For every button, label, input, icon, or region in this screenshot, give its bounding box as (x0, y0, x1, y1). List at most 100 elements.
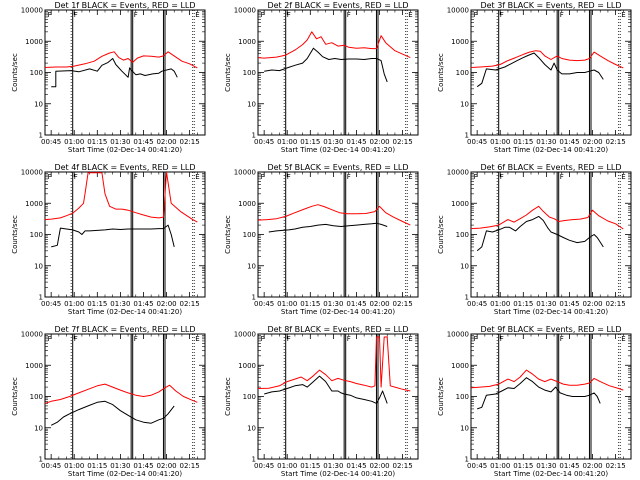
plot-panel: Det 2f BLACK = Events, RED = LLD 1 10 100 10… (224, 1, 419, 154)
y-tick-label: 10000 (234, 169, 256, 177)
y-tick-label: 1000 (238, 362, 256, 370)
x-tick-label: 01:15 (87, 300, 107, 308)
y-tick-label: 1000 (451, 362, 469, 370)
x-tick-label: 02:15 (180, 138, 200, 146)
y-tick-label: 100 (456, 231, 469, 239)
x-tick-label: 02:15 (393, 138, 413, 146)
x-tick-label: 02:15 (606, 462, 626, 470)
attenuator-marker-label: F (560, 173, 564, 181)
y-tick-label: 1 (465, 294, 469, 302)
x-tick-label: 02:00 (156, 138, 176, 146)
y-tick-label: 100 (456, 69, 469, 77)
attenuator-marker-label: F (134, 335, 138, 343)
y-tick-label: 10 (247, 424, 256, 432)
x-tick-label: 01:45 (133, 462, 153, 470)
y-tick-label: 1000 (25, 362, 43, 370)
attenuator-marker-label: E (408, 11, 412, 19)
attenuator-marker-label: F (74, 11, 78, 19)
x-tick-label: 02:00 (156, 300, 176, 308)
events-series-line (264, 375, 388, 404)
y-tick-label: 1 (39, 132, 43, 140)
plot-frame (470, 171, 632, 298)
plot-panel: Det 8f BLACK = Events, RED = LLD 1 10 100 10… (224, 325, 419, 478)
attenuator-marker-label: F (500, 11, 504, 19)
attenuator-marker-label: F (261, 173, 265, 181)
x-tick-label: 01:00 (490, 138, 510, 146)
x-tick-label: 01:15 (300, 462, 320, 470)
plot-title: Det 6f BLACK = Events, RED = LLD (480, 163, 621, 172)
attenuator-marker-label: E (408, 335, 412, 343)
plot-frame (470, 9, 632, 136)
attenuator-marker-label: F (347, 11, 351, 19)
x-tick-label: 01:15 (513, 300, 533, 308)
y-tick-label: 1 (252, 132, 256, 140)
x-tick-label: 00:45 (41, 138, 61, 146)
y-tick-label: 1 (465, 132, 469, 140)
y-tick-label: 1 (465, 456, 469, 464)
attenuator-marker-label: E (621, 11, 625, 19)
y-tick-label: 10000 (447, 331, 469, 339)
y-tick-label: 10000 (447, 169, 469, 177)
y-axis-title: Counts/sec (437, 215, 445, 254)
x-tick-label: 01:45 (133, 138, 153, 146)
x-tick-label: 02:00 (369, 462, 389, 470)
y-tick-label: 10 (460, 424, 469, 432)
attenuator-marker-label: F (134, 11, 138, 19)
x-tick-label: 00:45 (41, 462, 61, 470)
events-series-line (476, 215, 604, 252)
plot-title: Det 8f BLACK = Events, RED = LLD (267, 325, 408, 334)
x-tick-label: 01:15 (513, 138, 533, 146)
x-tick-label: 01:30 (536, 138, 556, 146)
plot-title: Det 4f BLACK = Events, RED = LLD (54, 163, 195, 172)
x-tick-label: 01:00 (64, 138, 84, 146)
y-tick-label: 100 (30, 393, 43, 401)
attenuator-marker-label: E (195, 11, 199, 19)
y-axis-title: Counts/sec (11, 215, 19, 254)
y-tick-label: 10 (460, 100, 469, 108)
plot-title: Det 1f BLACK = Events, RED = LLD (54, 1, 195, 10)
attenuator-marker-label: F (474, 173, 478, 181)
plot-frame (470, 333, 632, 460)
y-tick-label: 10 (247, 262, 256, 270)
attenuator-marker-label: F (261, 335, 265, 343)
x-tick-label: 01:45 (346, 462, 366, 470)
x-axis-title: Start Time (02-Dec-14 00:41:20) (281, 146, 395, 154)
plot-panel: Det 5f BLACK = Events, RED = LLD 1 10 100 10… (224, 163, 419, 316)
x-tick-label: 01:30 (323, 300, 343, 308)
y-tick-label: 10 (34, 424, 43, 432)
x-axis-title: Start Time (02-Dec-14 00:41:20) (494, 308, 608, 316)
events-series-line (50, 400, 175, 426)
x-tick-label: 02:00 (582, 300, 602, 308)
lld-series-line (258, 204, 411, 226)
y-tick-label: 100 (243, 231, 256, 239)
x-tick-label: 00:45 (254, 138, 274, 146)
events-series-line (51, 58, 178, 88)
x-tick-label: 01:00 (64, 300, 84, 308)
plot-panel: Det 7f BLACK = Events, RED = LLD 1 10 100 10… (11, 325, 206, 478)
x-tick-label: 01:30 (110, 300, 130, 308)
y-tick-label: 10 (34, 100, 43, 108)
attenuator-marker-label: F (74, 173, 78, 181)
attenuator-marker-label: F (347, 173, 351, 181)
x-tick-label: 00:45 (467, 300, 487, 308)
y-tick-label: 1 (39, 456, 43, 464)
x-tick-label: 01:00 (277, 300, 297, 308)
x-tick-label: 02:15 (180, 300, 200, 308)
plot-panel: Det 3f BLACK = Events, RED = LLD 1 10 100 10… (437, 1, 632, 154)
lld-series-line (258, 336, 411, 392)
x-tick-label: 01:30 (110, 138, 130, 146)
x-tick-label: 02:00 (369, 138, 389, 146)
attenuator-marker-label: F (74, 335, 78, 343)
y-tick-label: 100 (30, 69, 43, 77)
x-axis-title: Start Time (02-Dec-14 00:41:20) (68, 470, 182, 478)
plot-panel: Det 6f BLACK = Events, RED = LLD 1 10 100 10… (437, 163, 632, 316)
x-tick-label: 01:15 (87, 462, 107, 470)
x-tick-label: 00:45 (467, 462, 487, 470)
x-tick-label: 02:15 (393, 300, 413, 308)
x-tick-label: 01:00 (277, 138, 297, 146)
y-axis-title: Counts/sec (11, 377, 19, 416)
y-tick-label: 10 (460, 262, 469, 270)
x-tick-label: 02:00 (369, 300, 389, 308)
attenuator-marker-label: F (500, 173, 504, 181)
